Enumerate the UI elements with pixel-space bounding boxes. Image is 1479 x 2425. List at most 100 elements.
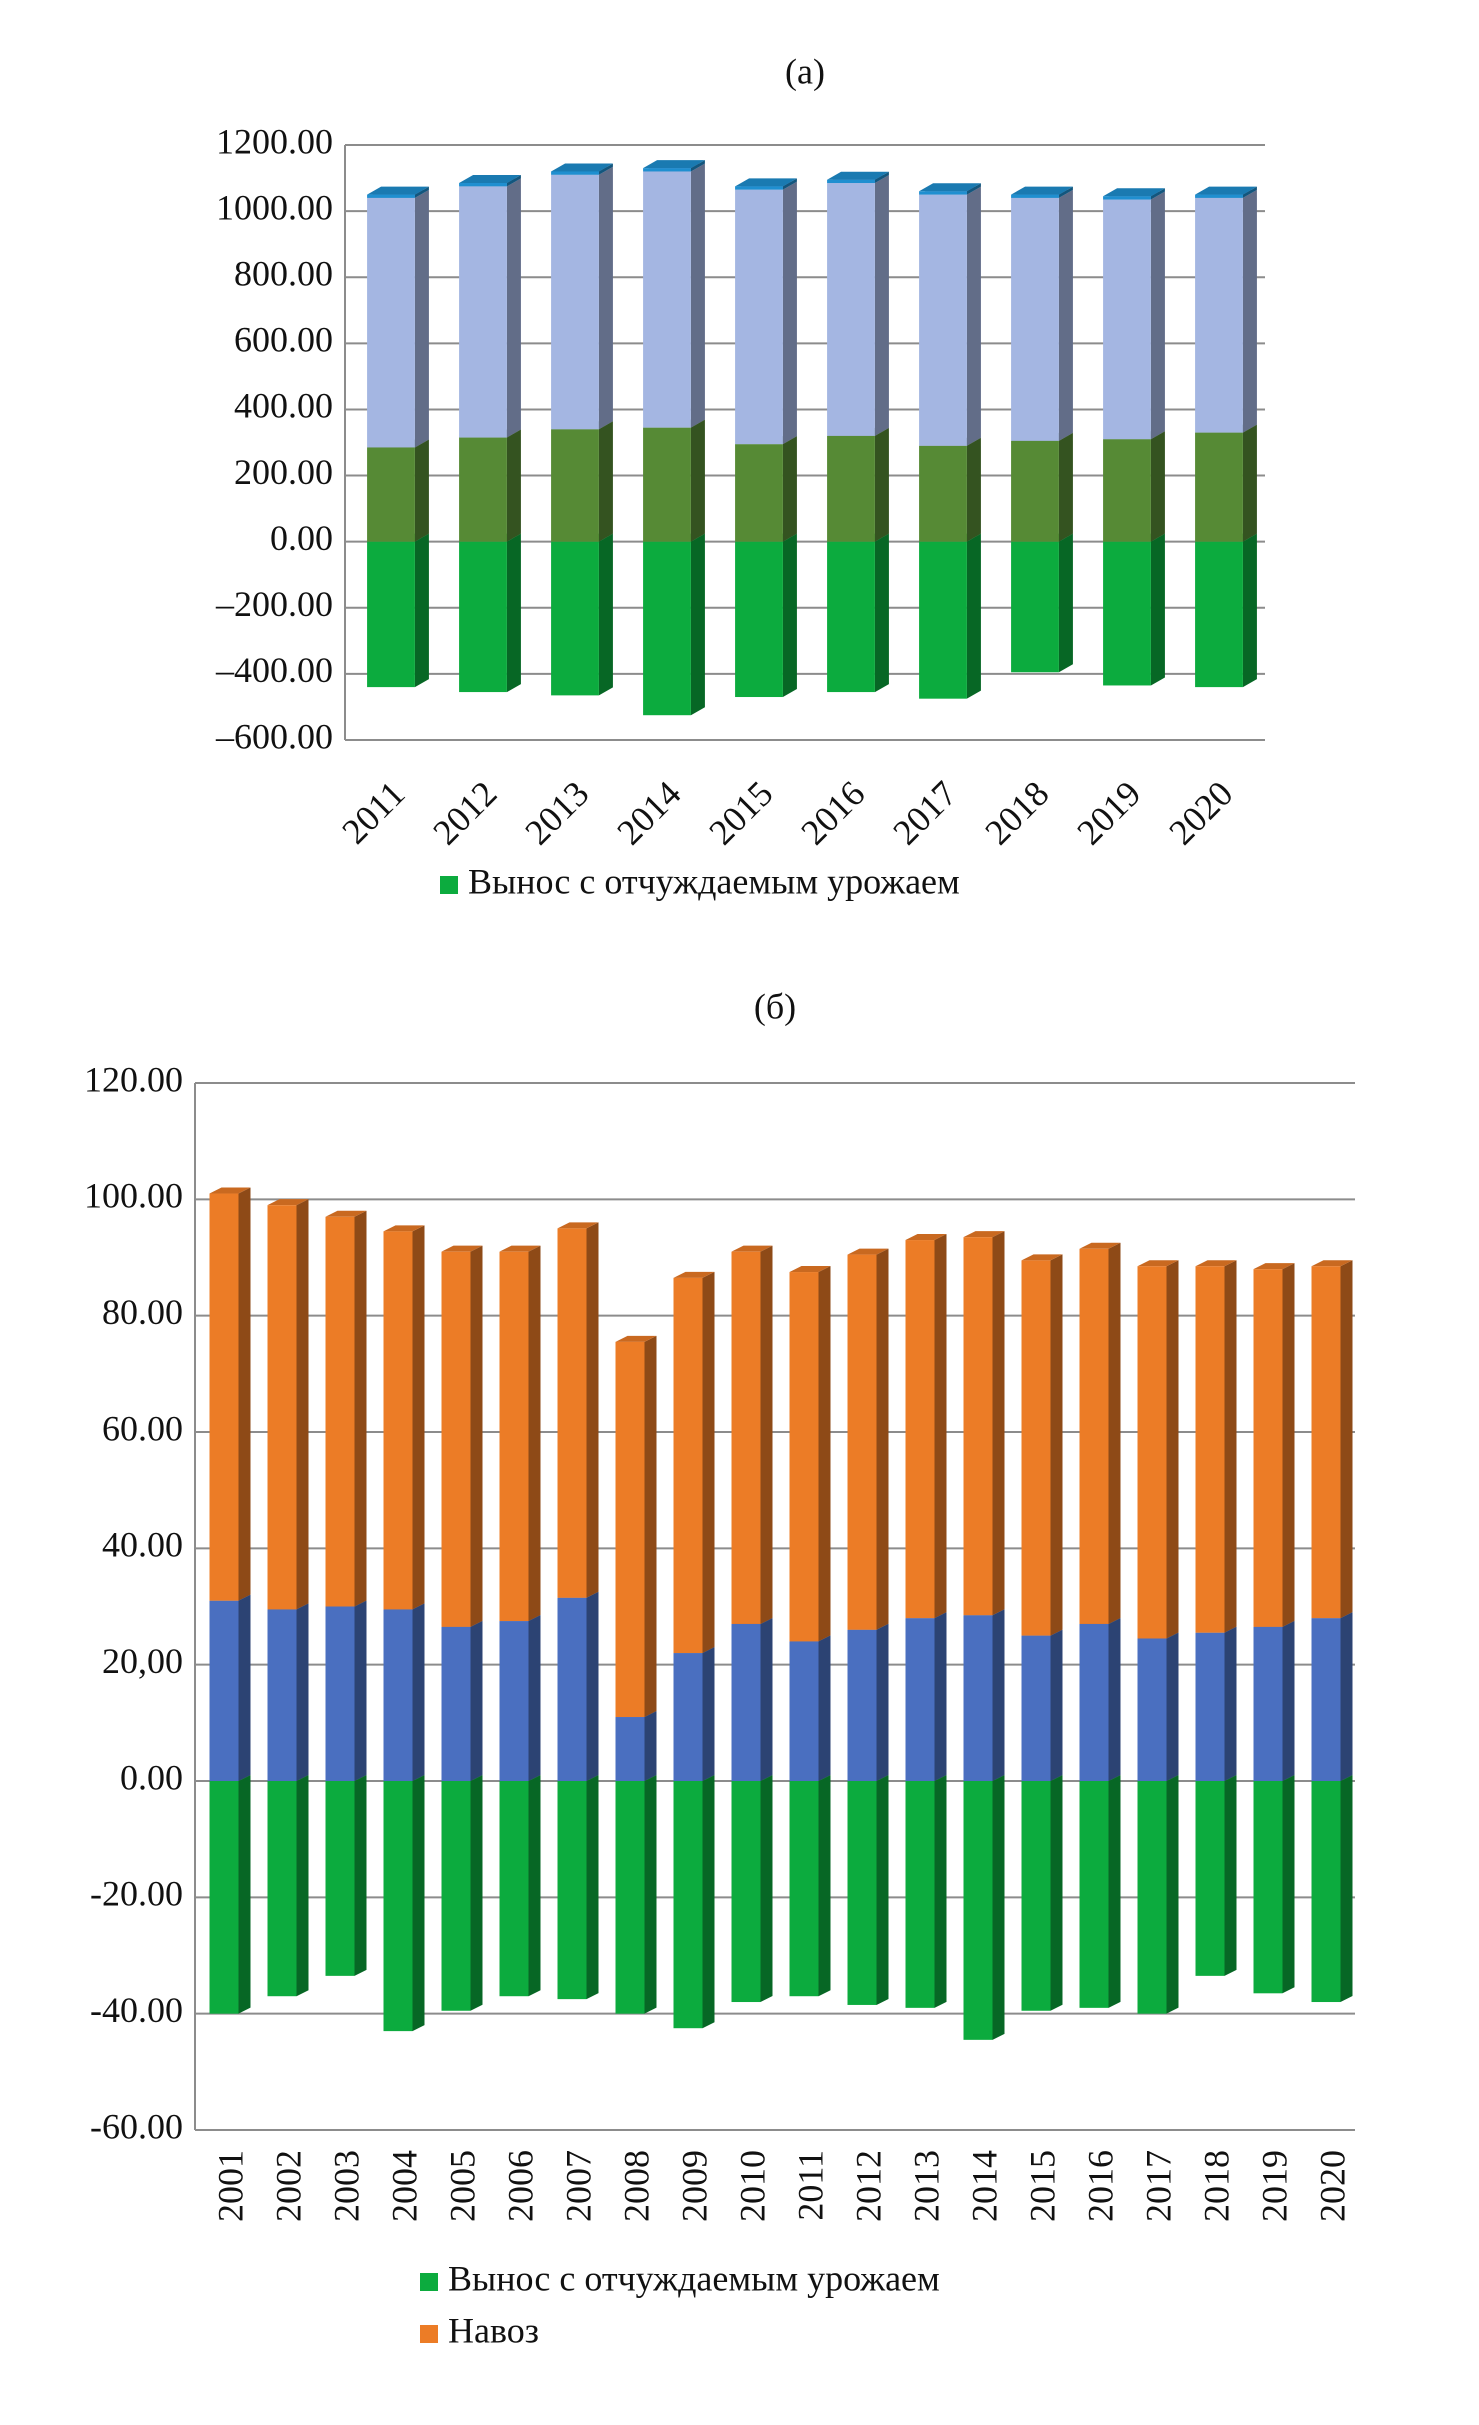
bar-side <box>1150 191 1165 440</box>
bar <box>383 1231 413 1610</box>
bar-side <box>1166 1632 1179 1781</box>
y-tick-label: –200.00 <box>215 584 333 624</box>
bar <box>441 1251 471 1627</box>
bar <box>1253 1626 1283 1781</box>
bar <box>383 1609 413 1781</box>
bar-side <box>992 1231 1005 1616</box>
bar-top <box>1103 188 1165 197</box>
bar <box>267 1609 297 1781</box>
bar <box>499 1621 529 1781</box>
bar <box>847 1254 877 1630</box>
bar <box>1195 1781 1225 1976</box>
bar <box>1103 199 1151 440</box>
bar-side <box>1108 1617 1121 1781</box>
bar <box>367 194 415 198</box>
bar <box>789 1272 819 1642</box>
bar-side <box>992 1775 1005 2040</box>
bar-side <box>412 1225 425 1610</box>
bar <box>1195 432 1243 542</box>
x-tick-label: 2004 <box>384 2150 424 2222</box>
bar-side <box>874 175 889 436</box>
bar-top <box>847 1248 889 1255</box>
bar <box>1137 1638 1167 1781</box>
bar <box>1137 1266 1167 1639</box>
x-tick-label: 2013 <box>906 2150 946 2222</box>
bar-side <box>528 1775 541 1997</box>
bar <box>847 1781 877 2005</box>
y-tick-label: 40.00 <box>102 1525 183 1565</box>
x-tick-label: 2014 <box>964 2150 1004 2222</box>
x-tick-label: 2020 <box>1161 773 1240 852</box>
x-tick-label: 2016 <box>1080 2150 1120 2222</box>
bar <box>367 197 415 448</box>
y-tick-label: 1200.00 <box>216 121 333 161</box>
x-tick-label: 2009 <box>674 2150 714 2222</box>
bar-side <box>1058 189 1073 441</box>
bar-side <box>1166 1775 1179 2014</box>
bar-side <box>1242 424 1257 542</box>
bar <box>963 1781 993 2040</box>
bar-side <box>876 1248 889 1630</box>
x-tick-label: 2017 <box>1138 2150 1178 2222</box>
legend-swatch <box>440 876 458 894</box>
bar <box>1311 1618 1341 1781</box>
bar-side <box>876 1623 889 1781</box>
bar <box>1021 1635 1051 1781</box>
bar-side <box>874 427 889 542</box>
bar-side <box>1224 1626 1237 1781</box>
x-tick-label: 2017 <box>885 773 964 852</box>
y-tick-label: -60.00 <box>90 2106 183 2146</box>
x-tick-label: 2010 <box>732 2150 772 2222</box>
bar-side <box>1050 1254 1063 1636</box>
bar <box>1011 194 1059 198</box>
bar-side <box>1150 188 1165 200</box>
bar <box>551 541 599 696</box>
bar-top <box>1011 186 1073 195</box>
bar-side <box>1242 186 1257 198</box>
x-tick-label: 2016 <box>793 773 872 852</box>
y-tick-label: 400.00 <box>234 386 333 426</box>
bar-side <box>470 1245 483 1627</box>
bar-side <box>760 1775 773 2003</box>
bar-side <box>992 1609 1005 1781</box>
bar-side <box>1224 1775 1237 1976</box>
bar-side <box>966 183 981 195</box>
bar <box>441 1781 471 2011</box>
bar-top <box>963 1231 1005 1238</box>
bar-top <box>673 1271 715 1278</box>
bar <box>673 1653 703 1781</box>
x-tick-label: 2008 <box>616 2150 656 2222</box>
bar-side <box>818 1635 831 1781</box>
bar <box>209 1193 239 1601</box>
bar <box>963 1615 993 1781</box>
bar-top <box>919 183 981 192</box>
bar-side <box>1282 1263 1295 1627</box>
x-tick-label: 2007 <box>558 2150 598 2222</box>
x-tick-label: 2001 <box>210 2150 250 2222</box>
y-tick-label: 0.00 <box>120 1757 183 1797</box>
bar <box>325 1606 355 1781</box>
bar-top <box>459 175 521 184</box>
bar <box>1011 541 1059 673</box>
x-tick-label: 2003 <box>326 2150 366 2222</box>
x-tick-label: 2018 <box>977 773 1056 852</box>
x-tick-label: 2019 <box>1254 2150 1294 2222</box>
y-tick-label: -40.00 <box>90 1990 183 2030</box>
bar <box>919 541 967 699</box>
bar <box>1311 1266 1341 1619</box>
x-tick-label: 2005 <box>442 2150 482 2222</box>
bar-top <box>441 1245 483 1252</box>
x-tick-label: 2015 <box>701 773 780 852</box>
bar-side <box>1282 1620 1295 1781</box>
bar-side <box>874 533 889 693</box>
bar <box>1079 1781 1109 2008</box>
bar <box>1195 541 1243 688</box>
bar <box>1011 197 1059 441</box>
bar-side <box>414 533 429 688</box>
bar-side <box>1224 1260 1237 1633</box>
bar-top <box>1195 1260 1237 1267</box>
bar-side <box>760 1245 773 1624</box>
bar <box>367 447 415 542</box>
bar <box>789 1781 819 1997</box>
bar-side <box>238 1594 251 1781</box>
